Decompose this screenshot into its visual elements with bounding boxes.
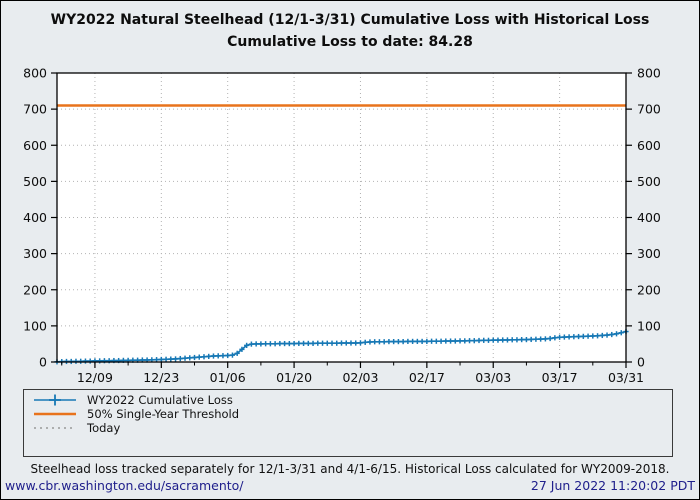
svg-text:700: 700	[637, 102, 661, 117]
svg-text:03/03: 03/03	[475, 370, 511, 385]
svg-text:500: 500	[23, 174, 47, 189]
svg-text:100: 100	[23, 318, 47, 333]
svg-text:600: 600	[23, 138, 47, 153]
legend-item-threshold: 50% Single-Year Threshold	[32, 407, 672, 421]
page-subtitle: Cumulative Loss to date: 84.28	[227, 34, 473, 50]
legend-item-wy2022: WY2022 Cumulative Loss	[32, 393, 672, 407]
svg-text:200: 200	[637, 282, 661, 297]
legend-label-today: Today	[87, 421, 121, 435]
solid-line-icon	[34, 412, 76, 416]
svg-text:600: 600	[637, 138, 661, 153]
svg-text:300: 300	[23, 246, 47, 261]
svg-text:0: 0	[39, 355, 47, 370]
svg-text:100: 100	[637, 318, 661, 333]
footer-note: Steelhead loss tracked separately for 12…	[30, 462, 670, 476]
dashed-line-icon	[34, 427, 76, 429]
svg-text:0: 0	[637, 355, 645, 370]
svg-text:500: 500	[637, 174, 661, 189]
svg-text:02/17: 02/17	[409, 370, 445, 385]
line-plus-marker-icon	[34, 394, 76, 406]
legend-box: WY2022 Cumulative Loss 50% Single-Year T…	[23, 389, 673, 457]
svg-text:12/23: 12/23	[143, 370, 179, 385]
svg-text:12/09: 12/09	[77, 370, 113, 385]
svg-text:300: 300	[637, 246, 661, 261]
svg-text:02/03: 02/03	[342, 370, 378, 385]
legend-item-today: Today	[32, 421, 672, 435]
svg-text:400: 400	[23, 210, 47, 225]
legend-label-wy2022: WY2022 Cumulative Loss	[87, 393, 233, 407]
cumulative-loss-chart: 0 0 100 100 200 200 300 300 400 400 500 500 600 600 70…	[23, 66, 661, 386]
svg-text:800: 800	[23, 66, 47, 81]
sacramento-link[interactable]: www.cbr.washington.edu/sacramento/	[5, 478, 244, 493]
svg-text:01/20: 01/20	[276, 370, 312, 385]
svg-text:03/31: 03/31	[608, 370, 644, 385]
svg-text:01/06: 01/06	[210, 370, 246, 385]
svg-text:200: 200	[23, 282, 47, 297]
svg-text:700: 700	[23, 102, 47, 117]
legend-label-threshold: 50% Single-Year Threshold	[87, 407, 240, 421]
title-block: WY2022 Natural Steelhead (12/1-3/31) Cum…	[1, 9, 699, 53]
timestamp: 27 Jun 2022 11:20:02 PDT	[530, 478, 695, 493]
svg-text:400: 400	[637, 210, 661, 225]
page-title: WY2022 Natural Steelhead (12/1-3/31) Cum…	[50, 12, 650, 28]
svg-text:800: 800	[637, 66, 661, 81]
svg-text:03/17: 03/17	[542, 370, 578, 385]
